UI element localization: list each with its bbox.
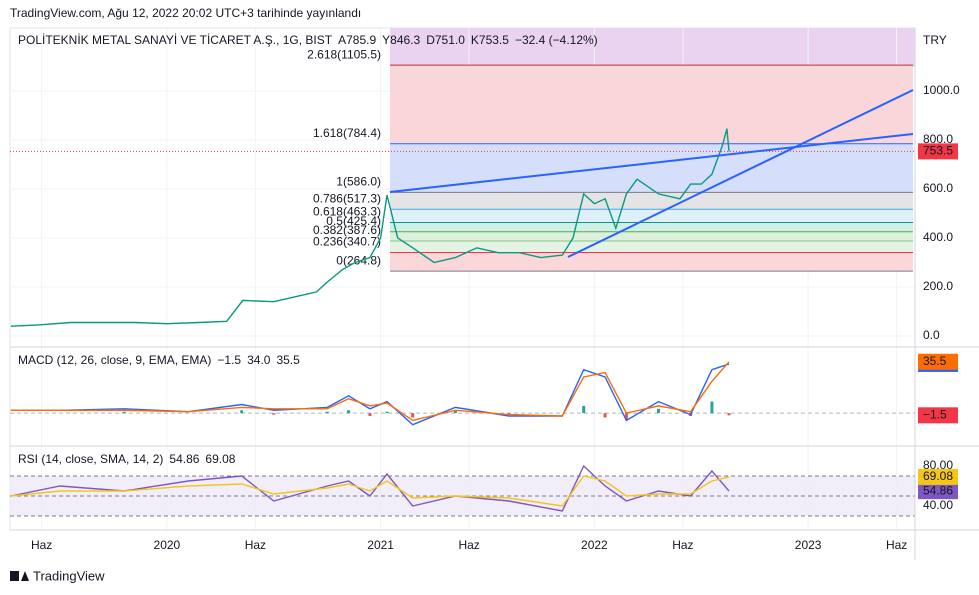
histogram-bar — [582, 405, 586, 414]
histogram-bar — [453, 410, 457, 414]
legend-value: K753.5 — [471, 33, 509, 47]
x-tick-label: 2023 — [795, 538, 822, 552]
fib-band — [390, 241, 913, 253]
legend-value: D751.0 — [426, 33, 465, 47]
brand: TradingView — [33, 568, 105, 583]
legend-value: −32.4 (−4.12%) — [515, 33, 598, 47]
legend-value: Y846.3 — [382, 33, 420, 47]
legend-value: A785.9 — [338, 33, 376, 47]
y-tick-label: 1000.0 — [923, 83, 960, 97]
fib-label: 0.786(517.3) — [313, 191, 381, 205]
readout-box — [918, 483, 958, 500]
fib-label: 1.618(784.4) — [313, 126, 381, 140]
histogram-bar — [727, 413, 731, 416]
legend-value: 34.0 — [247, 353, 271, 367]
histogram-bar — [325, 411, 329, 414]
y-tick-label: 200.0 — [923, 279, 953, 293]
fib-label: 0.236(340.7) — [313, 235, 381, 249]
fib-band — [390, 222, 913, 232]
histogram-bar — [368, 413, 372, 417]
histogram-bar — [624, 413, 628, 421]
histogram-bar — [347, 410, 351, 414]
fib-band — [390, 143, 913, 193]
histogram-bar — [122, 411, 126, 414]
pane-title: MACD (12, 26, close, 9, EMA, EMA) — [18, 353, 211, 367]
legend-value: 54.86 — [169, 452, 199, 466]
y-tick-label: 400.0 — [923, 230, 953, 244]
fib-label: 2.618(1105.5) — [307, 47, 381, 61]
fib-band — [390, 192, 913, 210]
pane-title: POLİTEKNİK METAL SANAYİ VE TİCARET A.Ş.,… — [18, 33, 333, 47]
fib-label: 0.5(425.4) — [326, 214, 381, 228]
trend-line — [567, 89, 914, 258]
readout-box — [918, 353, 958, 370]
fib-label: 0(264.8) — [336, 253, 381, 267]
y-tick-label: 80.00 — [923, 458, 953, 472]
series-line — [10, 128, 730, 327]
series-line — [10, 361, 730, 422]
fib-label: 0.618(463.3) — [313, 205, 381, 219]
x-tick-label: Haz — [458, 538, 479, 552]
histogram-bar — [657, 408, 661, 414]
x-tick-label: Haz — [672, 538, 693, 552]
x-tick-label: 2022 — [581, 538, 608, 552]
readout-box — [918, 468, 958, 485]
fib-band — [390, 252, 913, 272]
x-tick-label: 2020 — [154, 538, 181, 552]
readout-label: −1.5 — [923, 407, 947, 421]
last-price-label: 753.5 — [923, 144, 953, 158]
histogram-bar — [385, 411, 389, 414]
last-price-box — [918, 143, 958, 160]
readout-label: 54.86 — [923, 483, 953, 497]
series-line — [10, 475, 730, 507]
histogram-bar — [411, 413, 415, 418]
fib-band — [390, 231, 913, 242]
fib-label: 1(586.0) — [336, 175, 381, 189]
y-tick-label: 40.00 — [923, 498, 953, 512]
readout-label: 35.5 — [923, 354, 947, 368]
published-note: TradingView.com, Ağu 12, 2022 20:02 UTC+… — [10, 6, 361, 20]
fib-top-zone — [390, 28, 915, 67]
fib-label: 0.382(387.6) — [313, 223, 381, 237]
x-tick-label: Haz — [245, 538, 266, 552]
pane-title: RSI (14, close, SMA, 14, 2) — [18, 452, 163, 466]
y-tick-label: 600.0 — [923, 181, 953, 195]
histogram-bar — [710, 401, 714, 414]
readout-label: 69.08 — [923, 469, 953, 483]
currency: TRY — [923, 33, 947, 47]
histogram-bar — [240, 410, 244, 414]
legend-value: 69.08 — [205, 452, 235, 466]
legend-value: −1.5 — [217, 353, 241, 367]
readout-box — [918, 407, 958, 424]
x-tick-label: 2021 — [367, 538, 394, 552]
fib-band — [390, 65, 913, 144]
legend-value: 35.5 — [276, 353, 300, 367]
y-tick-label: 800.0 — [923, 132, 953, 146]
y-tick-label: 0.0 — [923, 328, 940, 342]
x-tick-label: Haz — [31, 538, 52, 552]
logo — [10, 571, 29, 581]
histogram-bar — [603, 413, 607, 418]
x-tick-label: Haz — [886, 538, 907, 552]
histogram-bar — [272, 413, 276, 415]
trend-line — [389, 133, 914, 193]
histogram-bar — [507, 413, 511, 415]
